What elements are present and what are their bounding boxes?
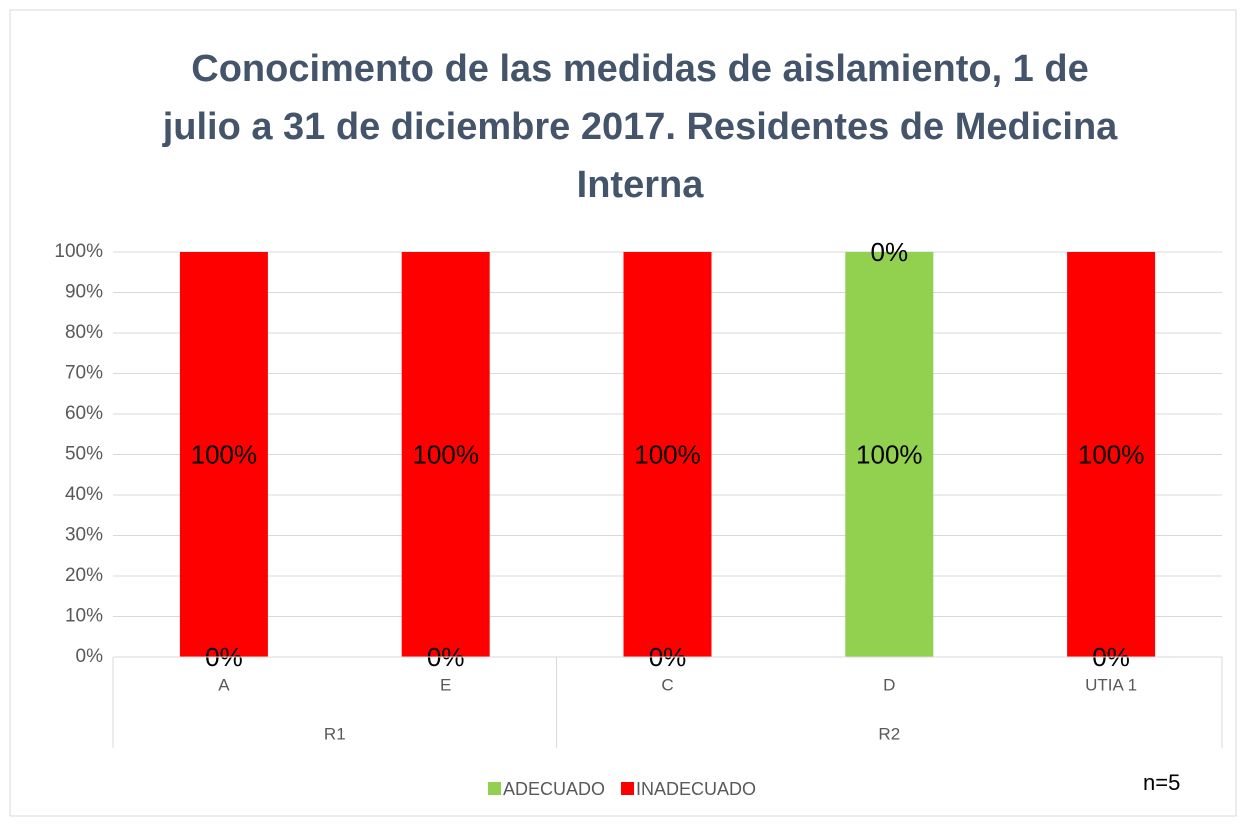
legend-label: INADECUADO xyxy=(636,779,756,799)
bar-segment xyxy=(401,252,490,657)
group-label: R1 xyxy=(324,724,346,743)
y-tick-label: 80% xyxy=(65,322,103,343)
data-label: 0% xyxy=(871,237,909,267)
y-tick-label: 90% xyxy=(65,282,103,303)
data-label: 100% xyxy=(856,439,923,469)
annotation: n=5 xyxy=(1143,770,1180,795)
y-tick-label: 0% xyxy=(76,646,104,667)
data-label: 100% xyxy=(412,439,479,469)
x-tick-label: A xyxy=(218,675,230,694)
x-tick-label: C xyxy=(661,675,673,694)
data-label: 100% xyxy=(634,439,701,469)
data-label: 100% xyxy=(191,439,258,469)
bar-segment xyxy=(623,252,712,657)
y-tick-label: 70% xyxy=(65,363,103,384)
y-tick-label: 40% xyxy=(65,484,103,505)
legend-label: ADECUADO xyxy=(503,779,605,799)
x-tick-label: UTIA 1 xyxy=(1085,675,1137,694)
y-tick-label: 60% xyxy=(65,403,103,424)
data-label: 100% xyxy=(1078,439,1145,469)
legend-swatch xyxy=(488,782,501,795)
y-tick-label: 30% xyxy=(65,525,103,546)
bar-segment xyxy=(1067,252,1156,657)
legend-swatch xyxy=(621,782,635,795)
y-tick-label: 50% xyxy=(65,444,103,465)
y-tick-label: 10% xyxy=(65,606,103,627)
chart-title: Conocimento de las medidas de aislamient… xyxy=(162,48,1118,206)
x-tick-label: D xyxy=(883,675,895,694)
x-tick-label: E xyxy=(440,675,451,694)
bar-segment xyxy=(845,252,934,657)
group-label: R2 xyxy=(878,724,900,743)
bar-segment xyxy=(179,252,268,657)
y-tick-label: 20% xyxy=(65,565,103,586)
y-tick-label: 100% xyxy=(54,241,103,262)
